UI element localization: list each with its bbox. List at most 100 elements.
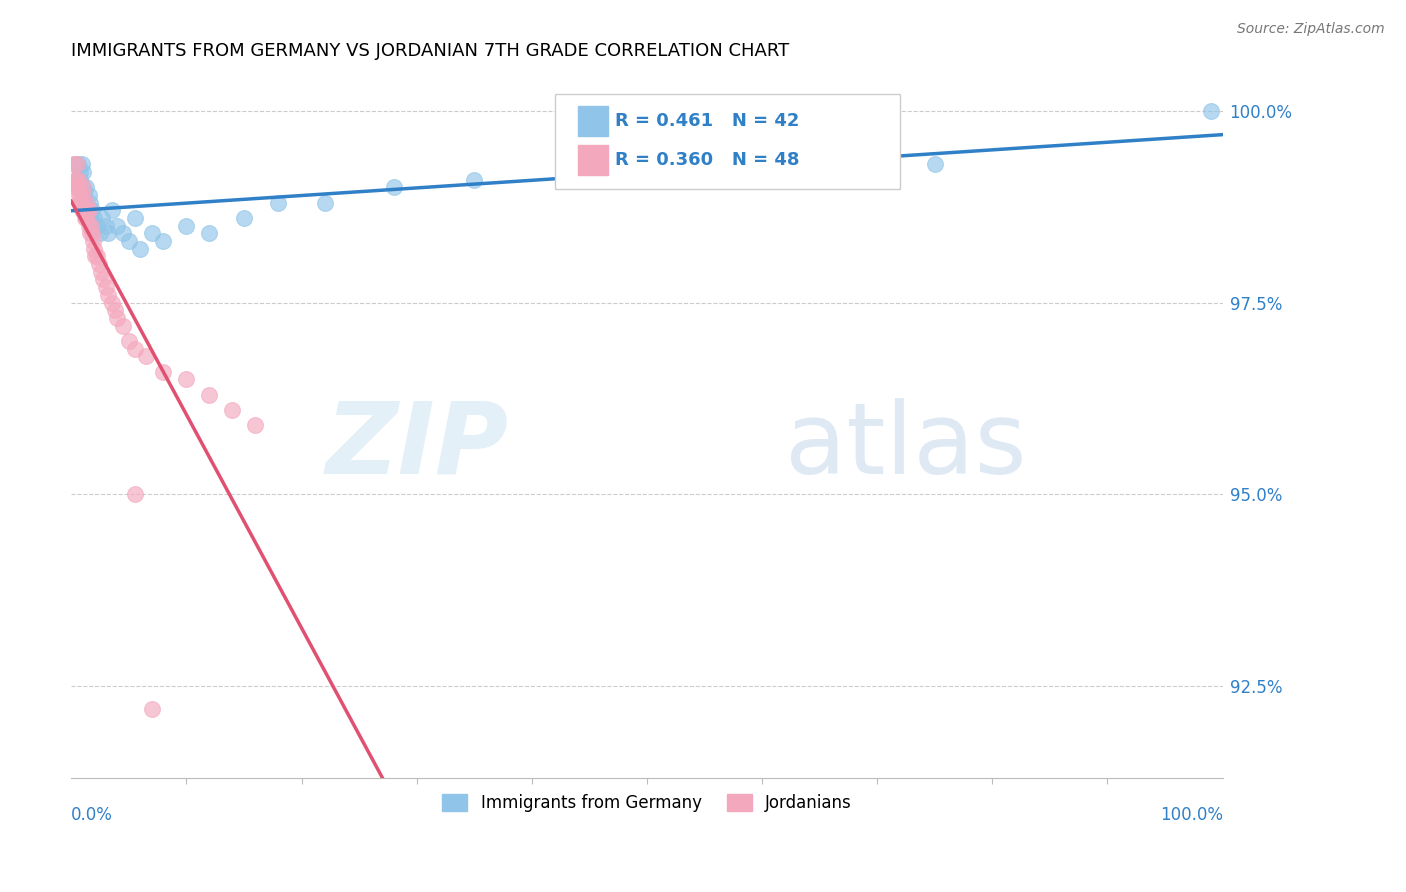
Point <box>100 203 122 218</box>
Point <box>73 188 96 202</box>
Point <box>80 203 103 218</box>
Point <box>129 242 152 256</box>
Point <box>72 180 94 194</box>
Text: ZIP: ZIP <box>326 398 509 495</box>
Text: 0.0%: 0.0% <box>72 806 112 824</box>
Point <box>97 288 120 302</box>
Text: R = 0.360   N = 48: R = 0.360 N = 48 <box>614 151 799 169</box>
Point <box>83 242 105 256</box>
Point <box>82 234 104 248</box>
Point <box>112 227 135 241</box>
Point <box>105 310 128 325</box>
Point <box>245 418 267 433</box>
Point <box>176 372 198 386</box>
Point <box>84 250 107 264</box>
Point <box>66 173 89 187</box>
Point <box>79 195 101 210</box>
Point <box>152 365 174 379</box>
Text: atlas: atlas <box>785 398 1026 495</box>
Point <box>72 188 94 202</box>
Legend: Immigrants from Germany, Jordanians: Immigrants from Germany, Jordanians <box>436 788 858 819</box>
Text: 100.0%: 100.0% <box>1160 806 1223 824</box>
Point <box>93 272 115 286</box>
Point <box>94 219 117 233</box>
Point <box>79 227 101 241</box>
Point <box>198 227 221 241</box>
Point <box>118 234 141 248</box>
Point <box>86 250 108 264</box>
Point <box>80 219 103 233</box>
Point <box>67 173 90 187</box>
Point <box>1199 103 1222 118</box>
Point <box>91 211 114 226</box>
Point <box>65 180 87 194</box>
Point <box>70 157 93 171</box>
Point <box>67 180 90 194</box>
Point <box>94 280 117 294</box>
Point <box>141 227 163 241</box>
Point <box>89 227 111 241</box>
Point <box>67 188 90 202</box>
Point <box>118 334 141 348</box>
Point <box>76 203 98 218</box>
Point <box>221 403 243 417</box>
Point <box>152 234 174 248</box>
Point <box>67 157 90 171</box>
Text: IMMIGRANTS FROM GERMANY VS JORDANIAN 7TH GRADE CORRELATION CHART: IMMIGRANTS FROM GERMANY VS JORDANIAN 7TH… <box>72 42 790 60</box>
Point <box>382 180 405 194</box>
FancyBboxPatch shape <box>578 145 607 175</box>
Point <box>82 219 104 233</box>
Point <box>105 219 128 233</box>
Point <box>77 188 100 202</box>
Point <box>70 203 93 218</box>
Point <box>67 180 90 194</box>
Point <box>69 188 91 202</box>
Point <box>80 211 103 226</box>
Point <box>141 702 163 716</box>
Point <box>69 173 91 187</box>
Point <box>104 303 127 318</box>
Point <box>924 157 946 171</box>
FancyBboxPatch shape <box>578 106 607 136</box>
Point <box>63 173 86 187</box>
Point <box>73 203 96 218</box>
Point <box>198 387 221 401</box>
Point <box>66 157 89 171</box>
Point <box>112 318 135 333</box>
Point <box>72 165 94 179</box>
Point <box>63 157 86 171</box>
Point <box>86 219 108 233</box>
Point <box>73 195 96 210</box>
Point <box>75 195 97 210</box>
Point <box>87 257 110 271</box>
Point <box>233 211 256 226</box>
Text: Source: ZipAtlas.com: Source: ZipAtlas.com <box>1237 22 1385 37</box>
Point <box>77 203 100 218</box>
Point <box>267 195 290 210</box>
Point <box>135 349 157 363</box>
Point <box>70 195 93 210</box>
Point <box>97 227 120 241</box>
Text: R = 0.461   N = 42: R = 0.461 N = 42 <box>614 112 799 130</box>
Point <box>124 342 146 356</box>
Point <box>72 180 94 194</box>
Point <box>77 219 100 233</box>
Point <box>578 157 600 171</box>
Point <box>73 211 96 226</box>
FancyBboxPatch shape <box>555 94 900 189</box>
Point <box>314 195 336 210</box>
Point <box>176 219 198 233</box>
Point <box>75 211 97 226</box>
Point <box>66 173 89 187</box>
Point <box>62 157 84 171</box>
Point <box>80 227 103 241</box>
Point <box>75 180 97 194</box>
Point <box>100 295 122 310</box>
Point <box>124 211 146 226</box>
Point <box>69 195 91 210</box>
Point <box>67 180 90 194</box>
Point <box>124 487 146 501</box>
Point <box>69 165 91 179</box>
Point <box>90 265 112 279</box>
Point <box>463 173 485 187</box>
